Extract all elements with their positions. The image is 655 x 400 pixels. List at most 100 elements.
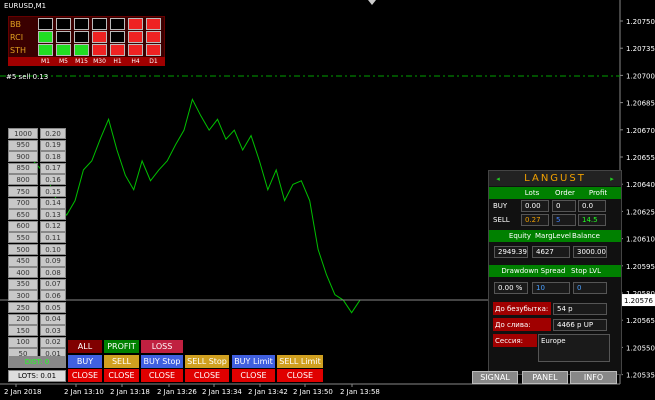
ladder-amount[interactable]: 650 bbox=[8, 209, 38, 221]
panel-value: 4627 bbox=[532, 246, 570, 258]
ladder-amount[interactable]: 250 bbox=[8, 302, 38, 313]
ladder-lot[interactable]: 0.12 bbox=[40, 220, 66, 232]
indicator-cell bbox=[110, 31, 125, 43]
order-button[interactable]: SELL bbox=[104, 355, 139, 368]
ladder-amount[interactable]: 400 bbox=[8, 267, 38, 279]
ladder-lot[interactable]: 0.13 bbox=[40, 209, 66, 221]
timeframe-label: H1 bbox=[113, 58, 122, 65]
panel-value: 10 bbox=[532, 282, 570, 294]
timeframe-label: H4 bbox=[131, 58, 140, 65]
price-tick-label: 1.20565 bbox=[626, 317, 655, 325]
close-button[interactable]: CLOSE bbox=[141, 369, 183, 382]
indicator-cell bbox=[146, 18, 161, 30]
ladder-amount[interactable]: 300 bbox=[8, 290, 38, 302]
ladder-lot[interactable]: 0.14 bbox=[40, 197, 66, 209]
indicator-cell bbox=[74, 31, 89, 43]
time-tick-label: 2 Jan 13:58 bbox=[340, 388, 380, 396]
ladder-amount[interactable]: 450 bbox=[8, 255, 38, 267]
indicator-label: BB bbox=[10, 19, 21, 29]
ladder-lot[interactable]: 0.15 bbox=[40, 186, 66, 197]
panel-title-bar bbox=[489, 171, 621, 186]
ladder-amount[interactable]: 500 bbox=[8, 244, 38, 255]
price-tick-label: 1.20595 bbox=[626, 263, 655, 271]
price-tick-label: 1.20535 bbox=[626, 372, 655, 380]
session-box bbox=[538, 334, 610, 362]
ladder-lot[interactable]: 0.09 bbox=[40, 255, 66, 267]
panel-value: 3000.00 bbox=[573, 246, 607, 258]
indicator-cell bbox=[92, 44, 107, 56]
ladder-lot[interactable]: 0.03 bbox=[40, 325, 66, 337]
ladder-amount[interactable]: 550 bbox=[8, 232, 38, 244]
ladder-lot[interactable]: 0.02 bbox=[40, 336, 66, 348]
ladder-amount[interactable]: 800 bbox=[8, 174, 38, 186]
indicator-cell bbox=[110, 18, 125, 30]
ladder-lot[interactable]: 0.19 bbox=[40, 139, 66, 151]
price-tick-label: 1.20625 bbox=[626, 208, 655, 216]
panel-title: LANGUST bbox=[524, 173, 586, 184]
panel-info-label: До слива: bbox=[493, 318, 551, 331]
indicator-cell bbox=[146, 31, 161, 43]
close-button[interactable]: CLOSE bbox=[104, 369, 139, 382]
ladder-amount[interactable]: 950 bbox=[8, 139, 38, 151]
bottom-button[interactable]: PANEL bbox=[522, 371, 568, 384]
filter-button[interactable]: PROFIT bbox=[104, 340, 139, 353]
order-button[interactable]: BUY Stop bbox=[141, 355, 183, 368]
close-button[interactable]: CLOSE bbox=[68, 369, 102, 382]
ladder-amount[interactable]: 150 bbox=[8, 325, 38, 337]
filter-button[interactable]: LOSS bbox=[141, 340, 183, 353]
current-price-label: 1.20576 bbox=[624, 297, 653, 305]
price-line bbox=[7, 98, 361, 314]
ladder-amount[interactable]: 900 bbox=[8, 151, 38, 163]
ladder-lot[interactable]: 0.17 bbox=[40, 162, 66, 174]
ladder-lot[interactable]: 0.16 bbox=[40, 174, 66, 186]
indicator-label: RCI bbox=[10, 32, 24, 42]
indicator-cell bbox=[74, 18, 89, 30]
filter-button[interactable]: ALL bbox=[68, 340, 102, 353]
panel-header: Lots bbox=[524, 189, 540, 197]
panel-value: 0.0 bbox=[578, 200, 606, 212]
ladder-amount[interactable]: 700 bbox=[8, 197, 38, 209]
close-button[interactable]: CLOSE bbox=[277, 369, 323, 382]
ladder-amount[interactable]: 850 bbox=[8, 162, 38, 174]
ladder-lot[interactable]: 0.11 bbox=[40, 232, 66, 244]
ladder-lot[interactable]: 0.07 bbox=[40, 278, 66, 290]
ladder-lot[interactable]: 0.06 bbox=[40, 290, 66, 302]
panel-info-label: Сессия: bbox=[493, 334, 537, 347]
ladder-amount[interactable]: 350 bbox=[8, 278, 38, 290]
ladder-lot[interactable]: 0.10 bbox=[40, 244, 66, 255]
panel-info-label: До безубытка: bbox=[493, 302, 551, 315]
indicator-cell bbox=[110, 44, 125, 56]
ladder-lot[interactable]: 0.04 bbox=[40, 313, 66, 325]
indicator-cell bbox=[56, 31, 71, 43]
ladder-lot[interactable]: 0.08 bbox=[40, 267, 66, 279]
panel-arrow-right[interactable]: ▸ bbox=[610, 174, 614, 183]
current-price-box bbox=[621, 294, 655, 307]
ladder-amount[interactable]: 200 bbox=[8, 313, 38, 325]
order-button[interactable]: SELL Limit bbox=[277, 355, 323, 368]
bottom-button[interactable]: INFO bbox=[570, 371, 617, 384]
ladder-amount[interactable]: 1000 bbox=[8, 128, 38, 139]
bottom-button[interactable]: SIGNAL bbox=[472, 371, 518, 384]
dist-field: DIST: 0 bbox=[8, 356, 66, 368]
price-tick-label: 1.20580 bbox=[626, 290, 655, 298]
panel-header: Profit bbox=[588, 189, 608, 197]
order-button[interactable]: BUY bbox=[68, 355, 102, 368]
panel-value: 2949.39 bbox=[494, 246, 528, 258]
price-tick-label: 1.20640 bbox=[626, 181, 655, 189]
ladder-amount[interactable]: 600 bbox=[8, 220, 38, 232]
ladder-amount[interactable]: 750 bbox=[8, 186, 38, 197]
order-button[interactable]: BUY Limit bbox=[232, 355, 275, 368]
panel-value: Europe bbox=[541, 336, 566, 345]
close-button[interactable]: CLOSE bbox=[185, 369, 229, 382]
price-tick-label: 1.20700 bbox=[626, 72, 655, 80]
ladder-lot[interactable]: 0.05 bbox=[40, 302, 66, 313]
panel-header: Drawdown bbox=[501, 267, 539, 275]
panel-arrow-left[interactable]: ◂ bbox=[496, 174, 500, 183]
order-button[interactable]: SELL Stop bbox=[185, 355, 229, 368]
ladder-lot[interactable]: 0.18 bbox=[40, 151, 66, 163]
time-tick-label: 2 Jan 13:34 bbox=[202, 388, 242, 396]
ladder-lot[interactable]: 0.20 bbox=[40, 128, 66, 139]
close-button[interactable]: CLOSE bbox=[232, 369, 275, 382]
ladder-amount[interactable]: 100 bbox=[8, 336, 38, 348]
panel-value: 0.27 bbox=[521, 214, 549, 226]
